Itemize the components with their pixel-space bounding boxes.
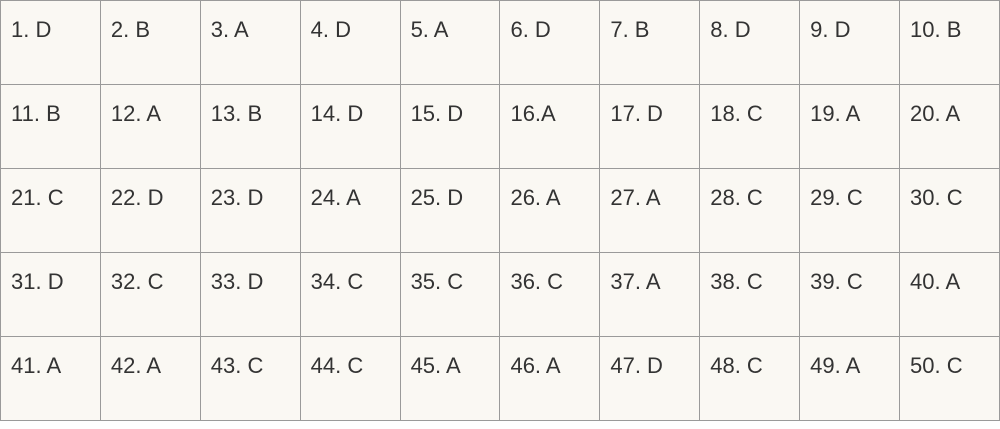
table-row: 41. A 42. A 43. C 44. C 45. A 46. A 47. D 48. C… — [0, 336, 1000, 421]
answer-cell: 22. D — [99, 168, 201, 253]
answer-cell: 48. C — [699, 336, 801, 421]
answer-cell: 25. D — [399, 168, 501, 253]
answer-cell: 19. A — [799, 84, 901, 169]
answer-cell: 37. A — [599, 252, 701, 337]
answer-cell: 49. A — [799, 336, 901, 421]
answer-cell: 28. C — [699, 168, 801, 253]
answer-cell: 2. B — [99, 0, 201, 85]
answer-cell: 8. D — [699, 0, 801, 85]
answer-cell: 35. C — [399, 252, 501, 337]
answer-cell: 40. A — [899, 252, 1000, 337]
table-row: 1. D 2. B 3. A 4. D 5. A 6. D 7. B 8. D 9. D 10. … — [0, 0, 1000, 85]
answer-cell: 34. C — [299, 252, 401, 337]
answer-cell: 44. C — [299, 336, 401, 421]
answer-cell: 12. A — [99, 84, 201, 169]
answer-cell: 29. C — [799, 168, 901, 253]
answer-cell: 24. A — [299, 168, 401, 253]
answer-cell: 21. C — [0, 168, 101, 253]
answer-cell: 20. A — [899, 84, 1000, 169]
answer-cell: 11. B — [0, 84, 101, 169]
answer-cell: 38. C — [699, 252, 801, 337]
answer-cell: 16.A — [499, 84, 601, 169]
answer-cell: 32. C — [99, 252, 201, 337]
answer-cell: 31. D — [0, 252, 101, 337]
answer-cell: 15. D — [399, 84, 501, 169]
answer-cell: 30. C — [899, 168, 1000, 253]
answer-cell: 3. A — [199, 0, 301, 85]
answer-cell: 26. A — [499, 168, 601, 253]
answer-cell: 41. A — [0, 336, 101, 421]
answer-cell: 46. A — [499, 336, 601, 421]
answer-cell: 45. A — [399, 336, 501, 421]
answer-cell: 43. C — [199, 336, 301, 421]
answer-cell: 47. D — [599, 336, 701, 421]
answer-cell: 9. D — [799, 0, 901, 85]
answer-cell: 27. A — [599, 168, 701, 253]
answer-cell: 50. C — [899, 336, 1000, 421]
answer-cell: 23. D — [199, 168, 301, 253]
answer-cell: 13. B — [199, 84, 301, 169]
answer-cell: 42. A — [99, 336, 201, 421]
answer-cell: 4. D — [299, 0, 401, 85]
answer-cell: 17. D — [599, 84, 701, 169]
answer-cell: 18. C — [699, 84, 801, 169]
table-row: 31. D 32. C 33. D 34. C 35. C 36. C 37. A 38. C… — [0, 252, 1000, 337]
answer-cell: 39. C — [799, 252, 901, 337]
answer-cell: 10. B — [899, 0, 1000, 85]
answer-cell: 33. D — [199, 252, 301, 337]
answer-cell: 1. D — [0, 0, 101, 85]
answer-cell: 6. D — [499, 0, 601, 85]
answer-cell: 14. D — [299, 84, 401, 169]
answer-cell: 36. C — [499, 252, 601, 337]
table-row: 21. C 22. D 23. D 24. A 25. D 26. A 27. A 28. C… — [0, 168, 1000, 253]
answer-cell: 7. B — [599, 0, 701, 85]
answer-cell: 5. A — [399, 0, 501, 85]
